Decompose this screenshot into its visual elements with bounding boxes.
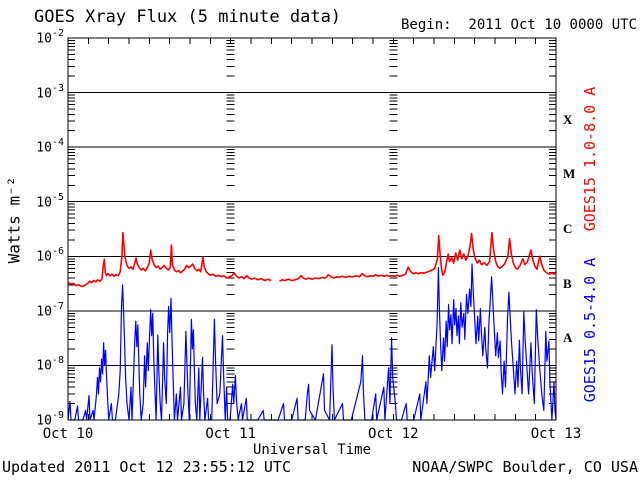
y-tick-label: 10-2 <box>36 28 64 47</box>
flare-class-label: B <box>563 275 572 291</box>
y-tick-label: 10-7 <box>36 300 64 320</box>
y-axis-title: Watts m⁻² <box>4 176 24 264</box>
x-tick-label: Oct 11 <box>205 426 256 442</box>
flare-class-label: M <box>563 166 576 182</box>
plot-border <box>67 37 557 421</box>
y-tick-label: 10-5 <box>36 191 64 211</box>
flare-class-label: A <box>563 330 573 346</box>
y-tick-label: 10-9 <box>36 410 64 429</box>
series-long-xray-flux <box>67 231 557 288</box>
y-tick-label: 10-8 <box>36 355 64 374</box>
x-tick-label: Oct 10 <box>42 426 94 442</box>
y-tick-label: 10-6 <box>36 246 64 265</box>
legend-goes15-short-channel: GOES15 0.5-4.0 A <box>581 257 599 403</box>
x-tick-label: Oct 13 <box>530 426 582 442</box>
y-tick-label: 10-4 <box>36 137 64 156</box>
y-tick-label: 10-3 <box>36 82 64 101</box>
attribution: NOAA/SWPC Boulder, CO USA <box>412 458 638 476</box>
updated-timestamp: Updated 2011 Oct 12 23:55:12 UTC <box>2 458 291 476</box>
legend-goes15-long-channel: GOES15 1.0-8.0 A <box>581 86 599 232</box>
flare-class-label: C <box>563 221 573 236</box>
x-axis-title: Universal Time <box>252 442 372 458</box>
flare-class-label: X <box>563 111 573 127</box>
begin-timestamp: Begin: 2011 Oct 10 0000 UTC <box>400 17 637 33</box>
chart-title: GOES Xray Flux (5 minute data) <box>34 7 342 27</box>
x-tick-label: Oct 12 <box>368 426 419 442</box>
series-short-xray-flux <box>67 263 557 421</box>
